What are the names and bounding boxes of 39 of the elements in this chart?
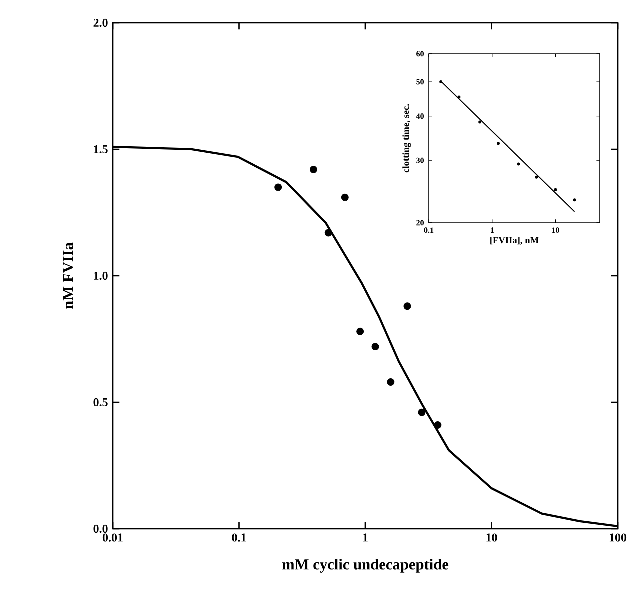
point: [372, 343, 380, 351]
point: [458, 96, 461, 99]
point: [418, 408, 426, 416]
point: [573, 198, 576, 202]
y-axis-title: clotting time, sec.: [402, 104, 412, 173]
x-tick-label: 0.1: [232, 534, 246, 542]
y-axis-title: nM FVIIa: [63, 242, 74, 310]
x-tick-label: 10: [552, 228, 560, 234]
point: [517, 162, 520, 166]
x-axis-title: [FVIIa], nM: [490, 236, 539, 245]
point: [404, 302, 412, 310]
x-tick-label: 1: [491, 228, 494, 233]
point: [440, 80, 443, 84]
y-tick-label: 20: [416, 220, 424, 226]
x-axis-title: mM cyclic undecapeptide: [282, 558, 449, 573]
point: [535, 176, 538, 179]
point: [554, 188, 558, 192]
y-tick-label: 0.0: [94, 524, 108, 534]
point: [434, 422, 442, 429]
y-tick-label: 0.5: [94, 398, 108, 407]
point: [310, 166, 318, 174]
x-tick-label: 1: [363, 534, 368, 542]
y-tick-label: 1.5: [94, 145, 108, 154]
x-tick-label: 10: [486, 534, 498, 542]
x-tick-label: 0.1: [424, 228, 434, 234]
y-tick-label: 1.0: [94, 272, 108, 280]
y-tick-label: 2.0: [94, 18, 108, 28]
point: [324, 229, 332, 237]
point: [478, 120, 482, 124]
y-tick-label: 30: [416, 158, 424, 164]
point: [341, 194, 349, 202]
point: [387, 378, 395, 386]
point: [356, 328, 364, 336]
x-tick-label: 0.01: [102, 534, 123, 542]
y-tick-label: 40: [416, 114, 424, 120]
point: [497, 142, 500, 146]
y-tick-label: 50: [416, 79, 424, 85]
x-tick-label: 100: [610, 534, 627, 542]
y-tick-label: 60: [416, 51, 424, 57]
